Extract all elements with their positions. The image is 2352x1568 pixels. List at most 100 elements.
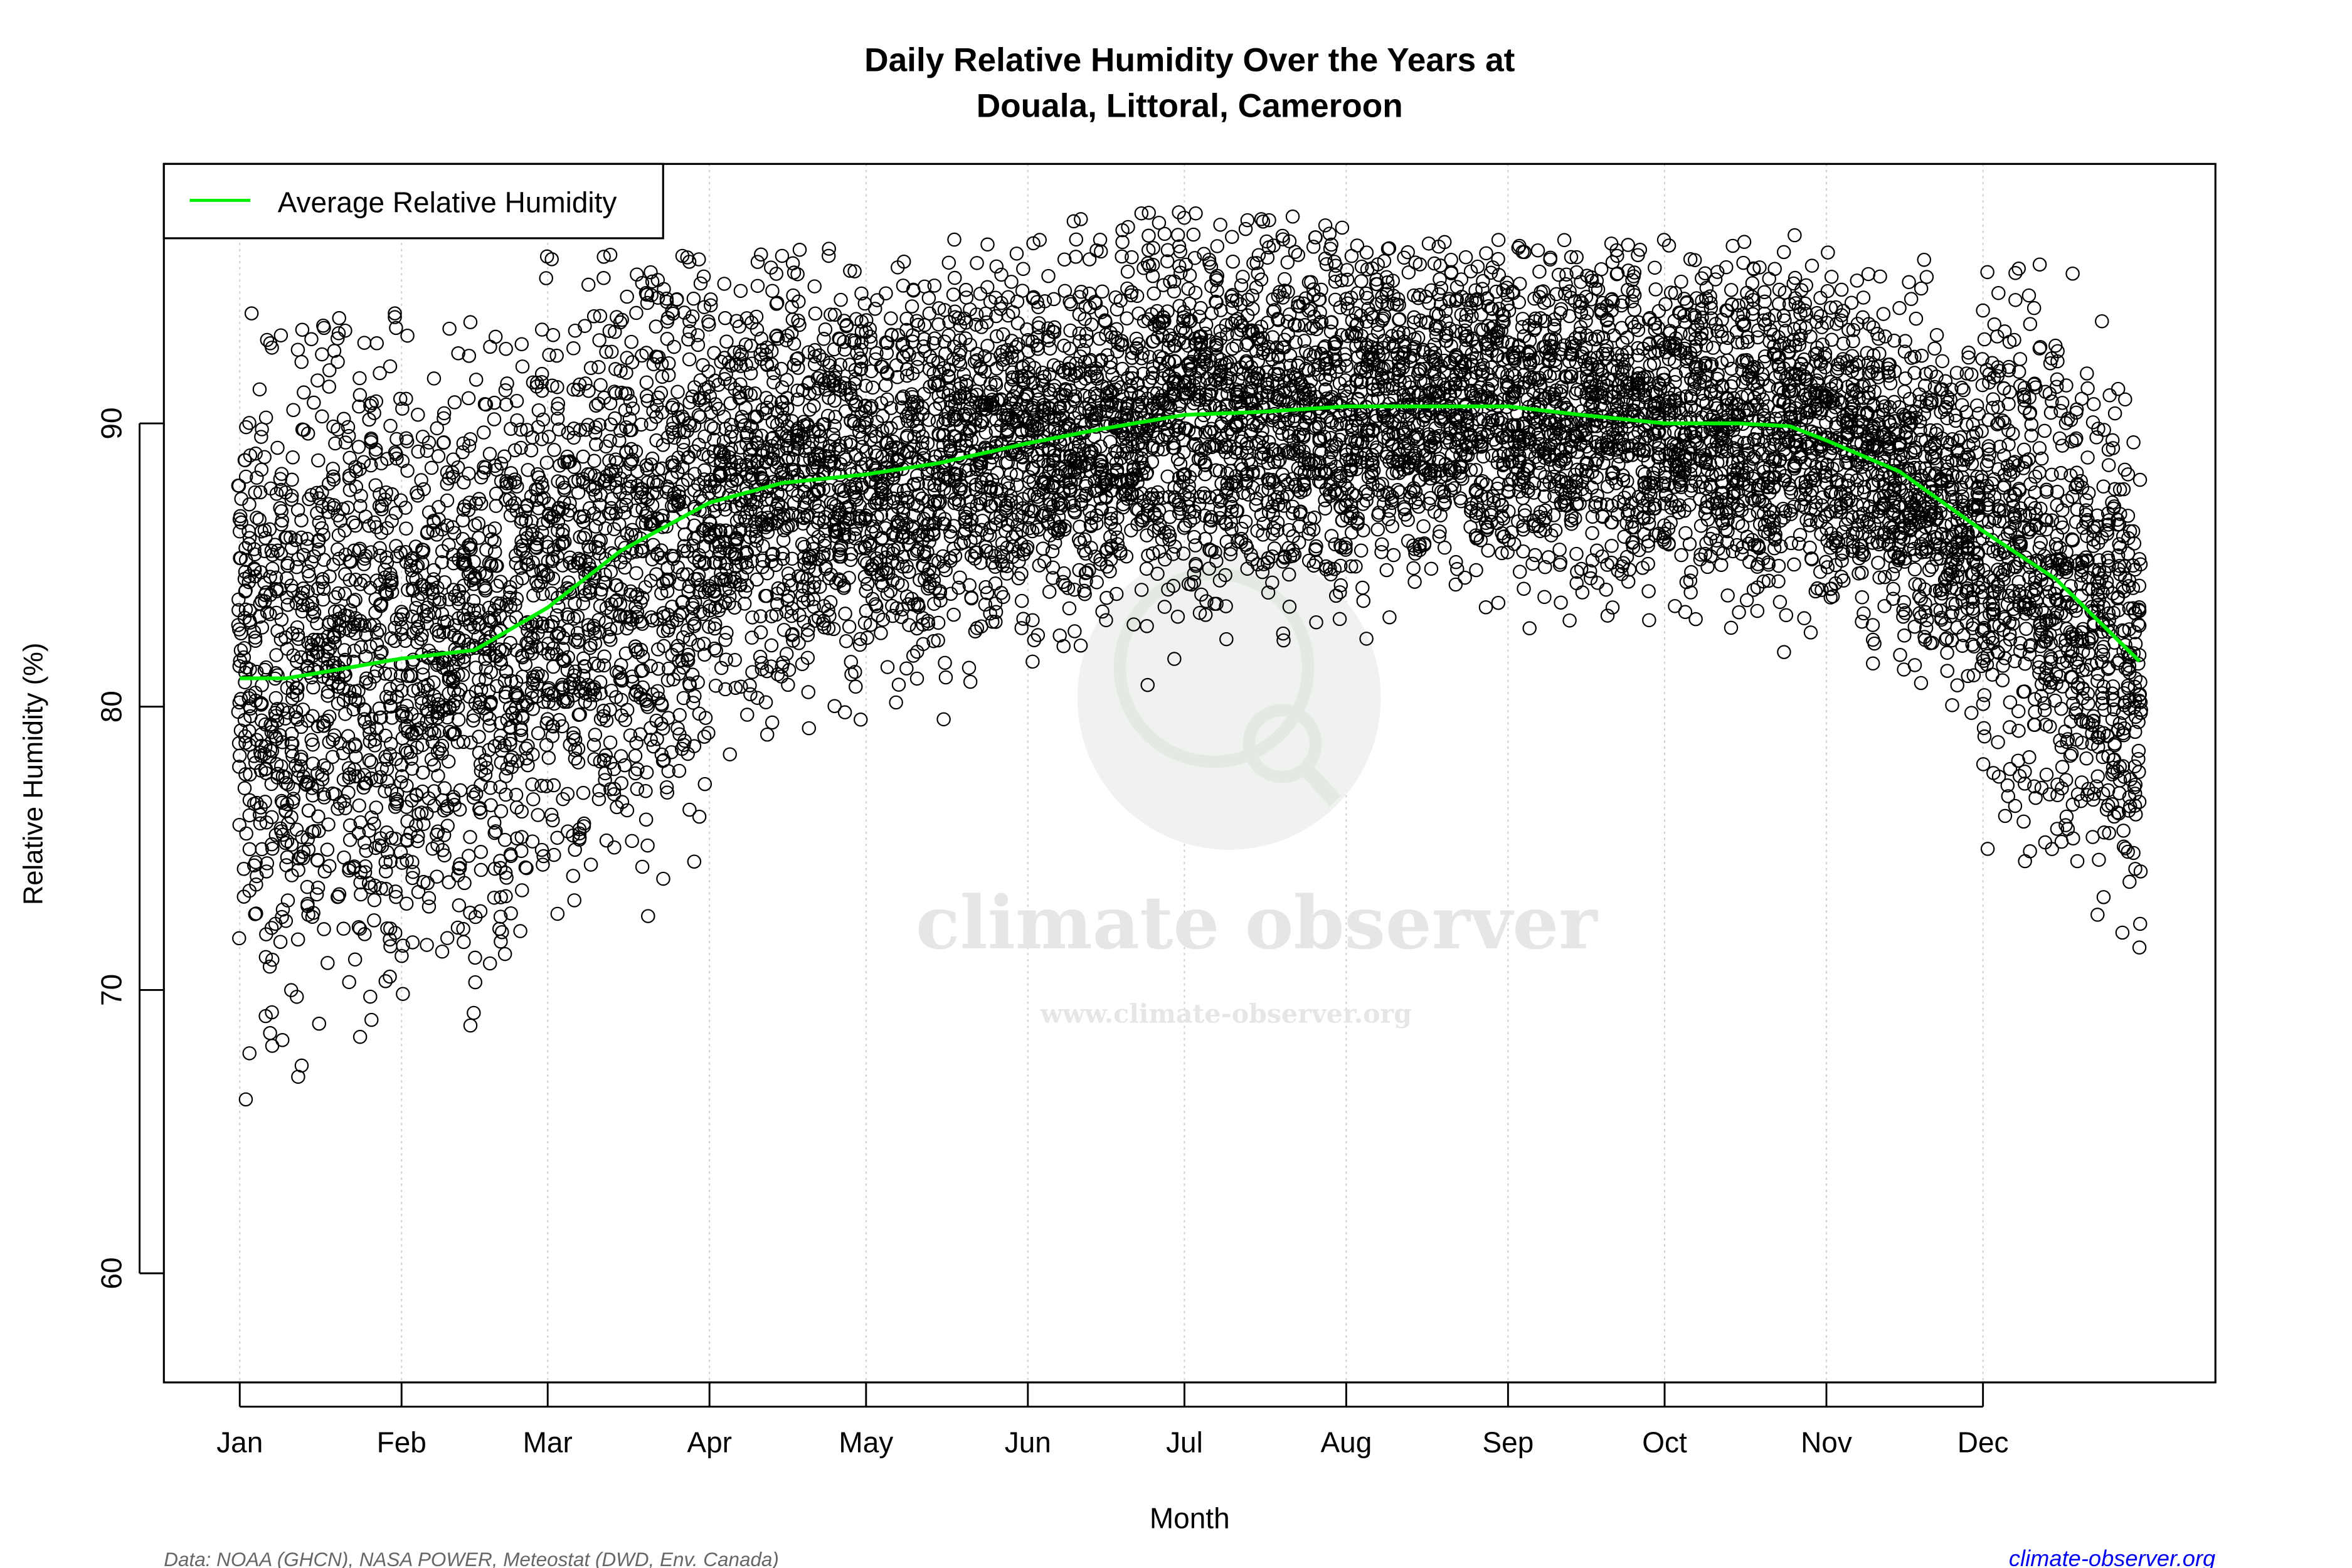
data-point — [581, 277, 596, 292]
data-point — [625, 834, 639, 849]
data-point — [776, 532, 791, 548]
data-point — [320, 689, 335, 703]
data-point — [244, 306, 259, 320]
data-point — [1014, 593, 1029, 608]
data-point — [232, 931, 246, 946]
data-point — [301, 803, 316, 818]
data-point — [420, 938, 434, 952]
data-point — [497, 946, 512, 961]
data-point — [236, 862, 252, 876]
data-point — [328, 590, 342, 605]
data-point — [1182, 268, 1197, 283]
data-point — [1146, 241, 1160, 255]
data-point — [514, 844, 529, 859]
data-point — [765, 283, 780, 299]
data-point — [1066, 214, 1081, 229]
data-point — [874, 626, 888, 640]
data-point — [639, 375, 654, 389]
data-point — [1225, 341, 1240, 356]
data-point — [946, 607, 961, 622]
data-point — [238, 1092, 253, 1107]
data-point — [1140, 528, 1154, 543]
data-point — [305, 601, 319, 617]
data-point — [364, 1012, 379, 1027]
data-point — [884, 311, 898, 326]
data-point — [630, 781, 645, 797]
data-point — [518, 860, 533, 875]
data-point — [315, 572, 330, 586]
data-point — [1041, 268, 1056, 283]
data-point — [576, 785, 591, 800]
data-point — [294, 849, 309, 864]
data-point — [1073, 638, 1088, 653]
data-point — [440, 493, 455, 508]
data-point — [400, 464, 415, 478]
data-point — [384, 514, 399, 528]
data-point — [342, 975, 356, 990]
data-point — [284, 492, 299, 507]
data-point — [274, 517, 289, 532]
data-point — [232, 817, 247, 832]
data-point — [440, 931, 455, 945]
data-point — [968, 531, 983, 545]
data-point — [640, 838, 655, 853]
data-point — [331, 326, 346, 341]
data-point — [1057, 252, 1072, 267]
data-point — [546, 327, 561, 342]
data-point — [866, 380, 880, 395]
data-point — [306, 680, 320, 695]
data-point — [242, 1046, 257, 1061]
data-point — [295, 598, 310, 613]
data-point — [338, 801, 352, 815]
data-point — [352, 1029, 368, 1044]
data-point — [265, 341, 279, 355]
data-point — [326, 501, 341, 516]
data-point — [452, 898, 467, 913]
data-point — [482, 956, 497, 971]
data-point — [307, 395, 321, 410]
data-point — [592, 511, 607, 526]
data-point — [474, 845, 488, 859]
data-point — [243, 448, 258, 463]
data-point — [1226, 254, 1240, 269]
data-point — [1014, 566, 1029, 581]
data-point — [316, 581, 331, 596]
data-point — [289, 681, 304, 695]
data-point — [273, 728, 287, 743]
data-point — [321, 817, 336, 832]
data-point — [1125, 250, 1139, 265]
data-point — [687, 854, 702, 869]
data-point — [660, 332, 675, 346]
data-point — [317, 758, 331, 773]
data-point — [922, 306, 937, 321]
data-point — [603, 735, 618, 750]
data-point — [921, 290, 936, 305]
data-point — [265, 953, 280, 967]
data-point — [641, 909, 655, 923]
data-point — [242, 793, 257, 808]
data-point — [316, 527, 331, 543]
data-point — [234, 515, 248, 530]
data-point — [430, 869, 444, 884]
data-point — [233, 524, 247, 539]
data-point — [289, 822, 304, 837]
data-point — [780, 373, 794, 387]
data-point — [332, 604, 347, 618]
data-point — [612, 433, 627, 448]
data-point — [258, 950, 273, 965]
data-point — [247, 542, 262, 556]
data-point — [487, 412, 502, 426]
data-point — [311, 453, 326, 468]
data-point — [265, 810, 279, 825]
data-point — [285, 472, 299, 487]
data-point — [411, 407, 425, 422]
data-point — [754, 247, 768, 262]
data-point — [231, 478, 246, 493]
data-point — [269, 648, 283, 662]
data-point — [284, 810, 299, 825]
data-point — [452, 802, 467, 817]
data-point — [331, 354, 345, 369]
data-point — [692, 809, 707, 824]
data-point — [849, 679, 863, 694]
data-point — [1157, 226, 1172, 241]
